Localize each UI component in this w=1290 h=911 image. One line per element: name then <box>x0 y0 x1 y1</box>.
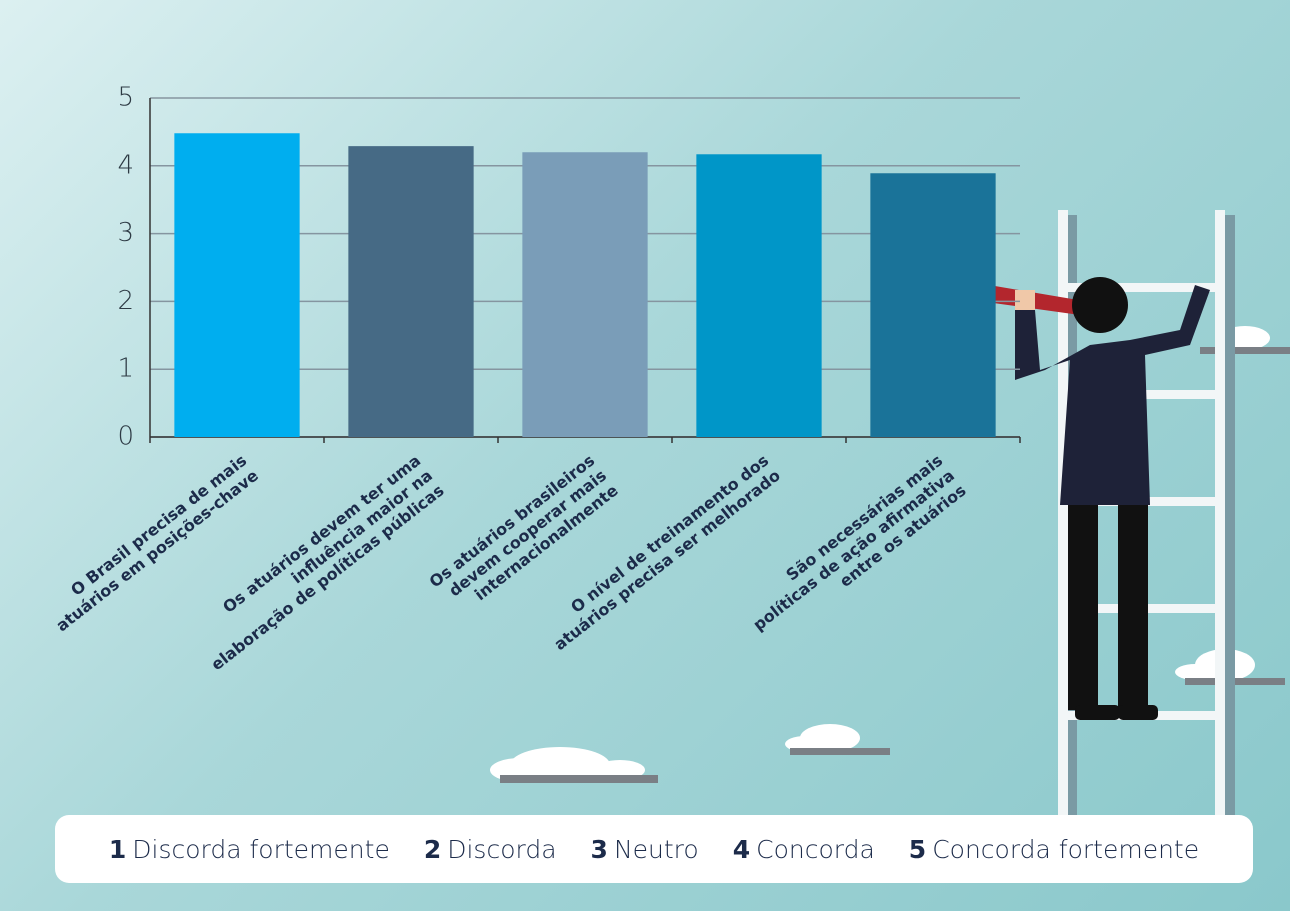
bar <box>348 146 474 437</box>
legend-key: 2 <box>423 834 442 864</box>
x-tick-label-line: influência maior na <box>288 466 436 588</box>
bar <box>870 173 996 437</box>
x-tick-label-line: políticas de ação afirmativa <box>749 466 958 635</box>
bar <box>522 152 648 438</box>
x-tick-label-line: O Brasil precisa de mais <box>67 451 250 600</box>
x-tick-label-line: elaboração de políticas públicas <box>207 481 447 675</box>
y-tick-label: 3 <box>117 218 134 248</box>
legend-key: 5 <box>908 834 927 864</box>
legend-label: Concorda <box>756 834 875 864</box>
y-tick-label: 0 <box>117 422 134 452</box>
decoration <box>490 210 1290 815</box>
legend-key: 3 <box>590 834 608 864</box>
legend-item: 1 Discorda fortemente <box>109 835 390 864</box>
legend-key: 4 <box>732 834 751 864</box>
y-tick-label: 2 <box>117 286 134 316</box>
legend-item: 5 Concorda fortemente <box>909 835 1199 864</box>
bar <box>174 133 300 438</box>
legend-label: Concorda fortemente <box>932 834 1200 864</box>
legend-label: Discorda <box>447 834 557 864</box>
x-tick-label-line: devem cooperar mais <box>445 466 610 601</box>
y-tick-label: 4 <box>117 150 134 180</box>
legend-label: Discorda fortemente <box>132 834 390 864</box>
legend-item: 2 Discorda <box>424 835 557 864</box>
legend-key: 1 <box>108 834 127 864</box>
legend-item: 4 Concorda <box>733 835 875 864</box>
y-tick-label: 5 <box>117 83 134 113</box>
legend-item: 3 Neutro <box>591 835 699 864</box>
bar <box>696 154 822 438</box>
y-tick-label: 1 <box>117 354 134 384</box>
legend-label: Neutro <box>613 834 699 864</box>
legend: 1 Discorda fortemente 2 Discorda 3 Neutro 4 Con… <box>55 815 1253 883</box>
